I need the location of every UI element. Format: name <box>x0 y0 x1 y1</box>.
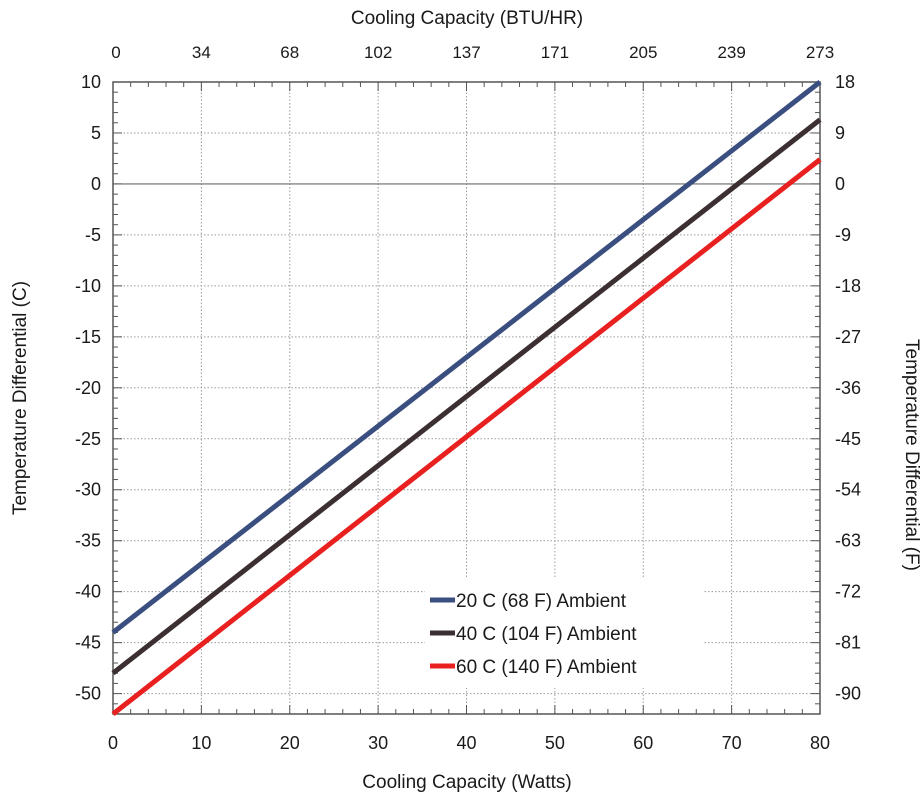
top-tick-label: 137 <box>452 43 480 62</box>
x-tick-label: 50 <box>545 733 565 753</box>
x-tick-label: 70 <box>722 733 742 753</box>
x-tick-label: 60 <box>633 733 653 753</box>
y-left-tick-label: -15 <box>75 327 101 347</box>
y-left-tick-label: -10 <box>75 276 101 296</box>
top-tick-label: 34 <box>192 43 211 62</box>
x-tick-label: 30 <box>368 733 388 753</box>
x-axis-title: Cooling Capacity (Watts) <box>362 772 571 793</box>
legend-box <box>425 578 703 688</box>
ticks: 0010342068301024013750171602057023980273… <box>75 43 861 753</box>
y-left-tick-label: -40 <box>75 582 101 602</box>
legend: 20 C (68 F) Ambient 40 C (104 F) Ambient 6… <box>425 578 703 688</box>
y-right-tick-label: 9 <box>835 123 845 143</box>
top-tick-label: 273 <box>806 43 834 62</box>
series-line <box>111 157 822 716</box>
y-right-tick-label: -54 <box>835 480 861 500</box>
y-right-tick-label: -9 <box>835 225 851 245</box>
x-tick-label: 0 <box>108 733 118 753</box>
y-left-tick-label: -5 <box>85 225 101 245</box>
top-tick-label: 171 <box>541 43 569 62</box>
top-tick-label: 239 <box>717 43 745 62</box>
series-line <box>111 80 822 635</box>
y-right-tick-label: 18 <box>835 72 855 92</box>
y-left-tick-label: -35 <box>75 531 101 551</box>
x-tick-label: 10 <box>191 733 211 753</box>
y-right-tick-label: -27 <box>835 327 861 347</box>
x-tick-label: 40 <box>456 733 476 753</box>
x-tick-label: 20 <box>280 733 300 753</box>
y-right-tick-label: -63 <box>835 531 861 551</box>
y-right-tick-label: -72 <box>835 582 861 602</box>
y-left-tick-label: 5 <box>91 123 101 143</box>
y-right-tick-label: -45 <box>835 429 861 449</box>
y-left-tick-label: 0 <box>91 174 101 194</box>
y-axis-left-title: Temperature Differential (C) <box>10 281 31 515</box>
top-tick-label: 102 <box>364 43 392 62</box>
top-tick-label: 68 <box>280 43 299 62</box>
y-right-tick-label: -81 <box>835 633 861 653</box>
top-tick-label: 0 <box>111 43 120 62</box>
y-right-tick-label: -90 <box>835 684 861 704</box>
y-left-tick-label: -50 <box>75 684 101 704</box>
y-right-tick-label: 0 <box>835 174 845 194</box>
top-tick-label: 205 <box>629 43 657 62</box>
y-left-tick-label: -25 <box>75 429 101 449</box>
y-left-tick-label: -45 <box>75 633 101 653</box>
y-right-tick-label: -18 <box>835 276 861 296</box>
x-tick-label: 80 <box>810 733 830 753</box>
legend-label: 40 C (104 F) Ambient <box>456 624 637 645</box>
legend-label: 60 C (140 F) Ambient <box>456 657 637 678</box>
legend-label: 20 C (68 F) Ambient <box>456 591 627 612</box>
y-right-tick-label: -36 <box>835 378 861 398</box>
series-line <box>111 117 822 676</box>
series-lines <box>111 80 822 716</box>
y-axis-right-title: Temperature Differential (F) <box>901 339 922 571</box>
y-left-tick-label: -20 <box>75 378 101 398</box>
y-left-tick-label: -30 <box>75 480 101 500</box>
top-axis-title: Cooling Capacity (BTU/HR) <box>351 8 583 29</box>
y-left-tick-label: 10 <box>81 72 101 92</box>
